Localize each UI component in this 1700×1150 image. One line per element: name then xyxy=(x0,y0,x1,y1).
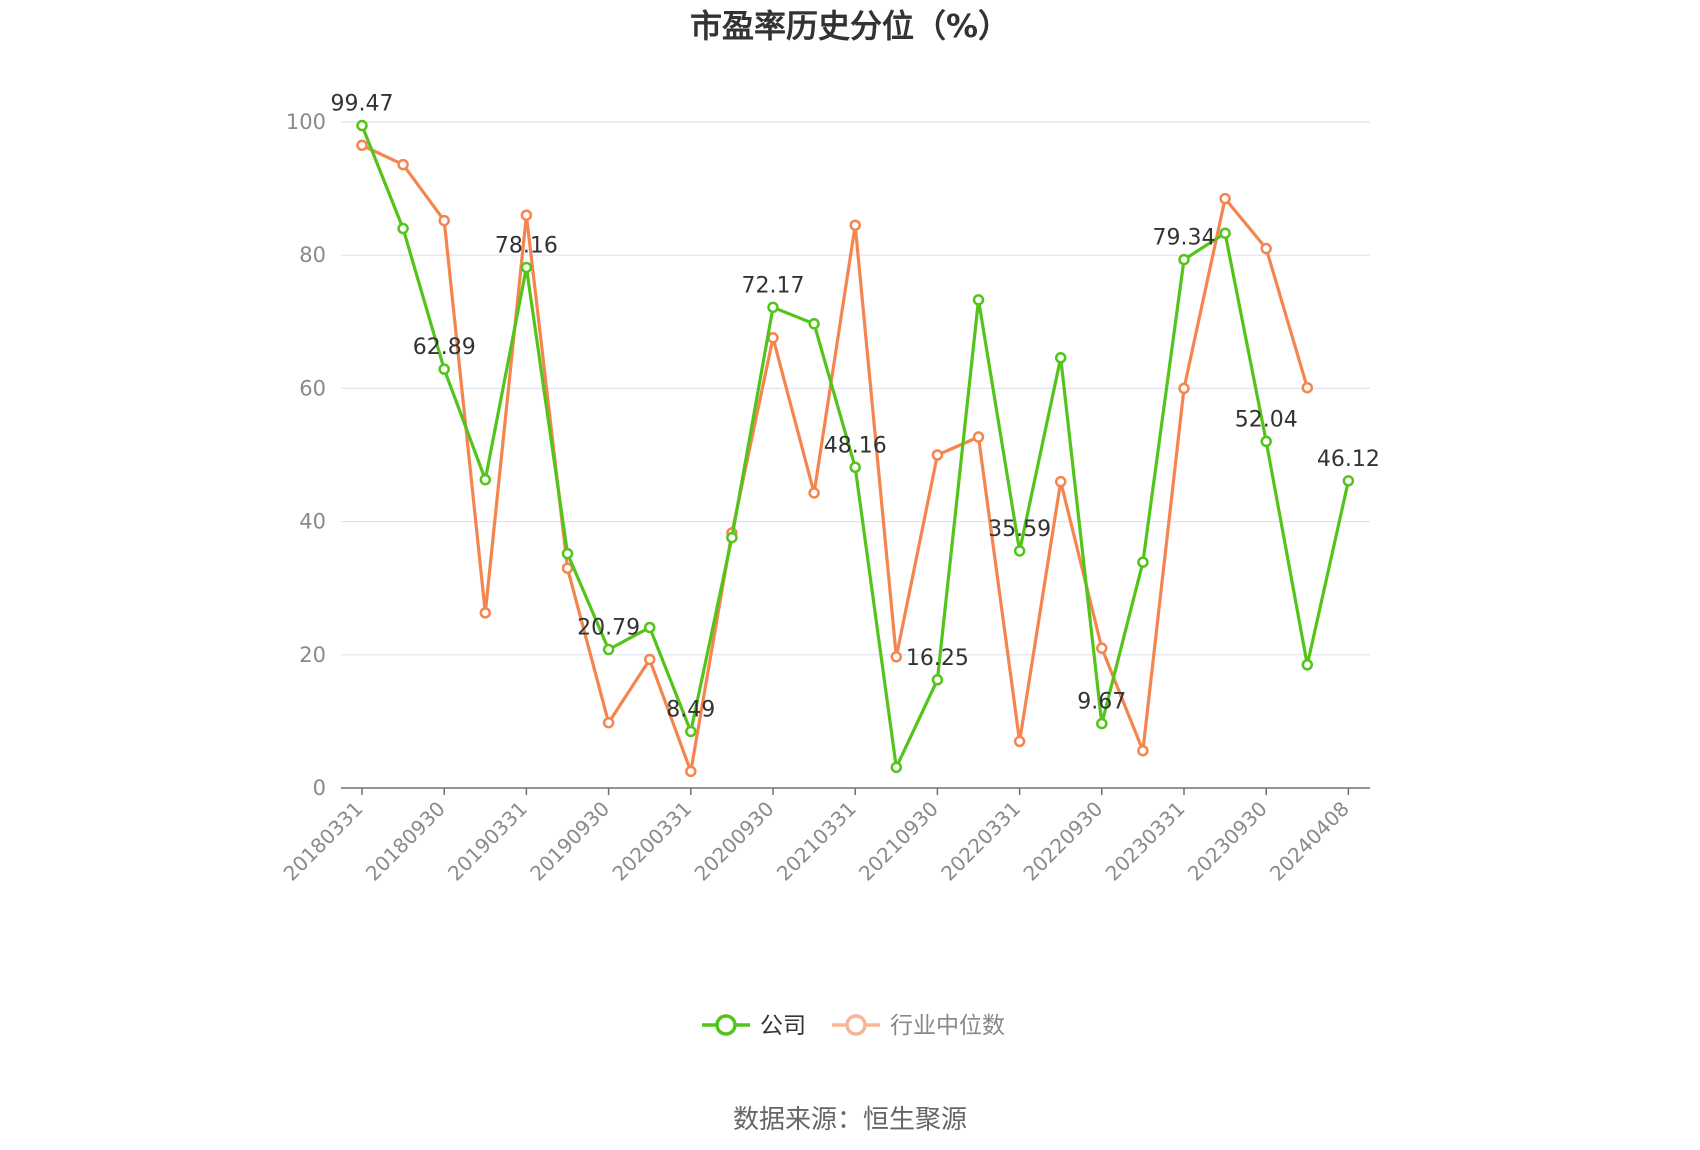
x-tick-label: 20180930 xyxy=(361,797,450,886)
data-point xyxy=(890,761,903,774)
data-point xyxy=(561,562,574,574)
data-point xyxy=(1137,744,1149,757)
data-point xyxy=(1178,253,1190,266)
legend-label: 公司 xyxy=(760,1013,806,1039)
data-point xyxy=(1301,381,1314,394)
data-point xyxy=(1219,192,1231,205)
legend-marker xyxy=(715,1014,737,1036)
data-label: 8.49 xyxy=(666,697,715,722)
data-label: 79.34 xyxy=(1153,226,1216,251)
data-point xyxy=(1301,659,1314,671)
data-point xyxy=(1137,556,1149,568)
data-point xyxy=(1342,475,1355,487)
data-point xyxy=(972,431,985,443)
x-tick-label: 20190930 xyxy=(525,797,614,886)
y-tick-label-20: 20 xyxy=(299,643,326,667)
x-tick-label: 20200331 xyxy=(607,797,696,886)
data-point xyxy=(520,209,533,221)
x-tick-label: 20190331 xyxy=(443,797,532,886)
data-point xyxy=(808,318,820,330)
data-label: 48.16 xyxy=(824,433,887,458)
y-tick-label-80: 80 xyxy=(299,243,326,267)
data-point xyxy=(1219,227,1231,239)
data-point xyxy=(397,158,409,171)
data-point xyxy=(726,531,738,544)
data-point xyxy=(1260,435,1272,448)
data-point xyxy=(808,487,820,499)
data-point xyxy=(1260,242,1272,255)
data-point xyxy=(972,294,985,306)
y-tick-label-40: 40 xyxy=(299,510,326,534)
data-point xyxy=(1096,642,1108,654)
data-point xyxy=(685,725,697,738)
x-tick-label: 20200930 xyxy=(690,797,779,886)
x-tick-label: 20220331 xyxy=(936,797,1025,886)
legend-marker xyxy=(845,1014,867,1036)
y-tick-label-60: 60 xyxy=(299,376,326,400)
x-tick-label: 20230331 xyxy=(1101,797,1190,886)
data-point xyxy=(1054,352,1067,364)
data-label: 20.79 xyxy=(577,616,640,641)
data-point xyxy=(356,139,368,152)
data-point xyxy=(438,214,450,227)
grid-lines xyxy=(341,121,1370,656)
y-tick-label-100: 100 xyxy=(286,110,326,134)
data-point xyxy=(643,653,656,666)
x-tick-label: 20210331 xyxy=(772,797,861,886)
y-axis: 0 20 40 60 80 100 xyxy=(286,110,326,800)
data-label: 35.59 xyxy=(988,517,1051,542)
data-label: 52.04 xyxy=(1235,407,1298,432)
data-point xyxy=(479,607,492,619)
data-point xyxy=(931,449,944,461)
legend-item-0[interactable]: 公司 xyxy=(702,1013,806,1039)
x-tick-label: 20240408 xyxy=(1265,797,1354,886)
data-point xyxy=(1178,382,1190,395)
data-point xyxy=(931,674,944,686)
data-source: 数据来源：恒生聚源 xyxy=(733,1105,967,1135)
data-label: 9.67 xyxy=(1077,690,1126,715)
series-line-1 xyxy=(361,143,1309,773)
data-point xyxy=(602,643,615,656)
legend[interactable]: 公司 行业中位数 xyxy=(702,1013,1005,1039)
data-label: 46.12 xyxy=(1317,447,1380,472)
data-point xyxy=(849,219,861,231)
data-point xyxy=(849,461,861,474)
y-tick-label-0: 0 xyxy=(313,776,326,800)
data-labels: 99.47 62.89 78.16 20.79 8.49 72.17 48.16 16.25 3… xyxy=(331,92,1380,723)
data-point xyxy=(397,222,409,235)
data-point xyxy=(1054,475,1067,488)
data-point xyxy=(438,363,450,375)
data-point xyxy=(561,547,574,560)
x-tick-label: 20210930 xyxy=(854,797,943,886)
legend-label: 行业中位数 xyxy=(890,1013,1005,1039)
data-point xyxy=(643,621,656,634)
x-tick-label: 20180331 xyxy=(279,797,368,886)
data-point xyxy=(767,301,779,314)
data-point xyxy=(520,261,533,274)
data-label: 62.89 xyxy=(413,335,476,360)
series-group xyxy=(356,119,1355,778)
data-point xyxy=(602,716,615,729)
data-point xyxy=(1013,545,1026,557)
data-point xyxy=(1096,717,1108,730)
data-point xyxy=(685,765,697,778)
x-tick-label: 20220930 xyxy=(1018,797,1107,886)
data-point xyxy=(767,332,779,344)
data-point xyxy=(356,119,368,132)
data-point xyxy=(479,473,492,486)
chart-title: 市盈率历史分位（%） xyxy=(690,7,1010,45)
data-label: 78.16 xyxy=(495,233,558,258)
data-point xyxy=(890,651,903,663)
x-axis: 2018033120180930201903312019093020200331… xyxy=(279,787,1370,886)
x-tick-label: 20230930 xyxy=(1183,797,1272,886)
data-label: 99.47 xyxy=(331,92,394,117)
legend-item-1[interactable]: 行业中位数 xyxy=(832,1013,1005,1039)
data-point xyxy=(1013,735,1026,748)
data-label: 72.17 xyxy=(742,273,805,298)
data-label: 16.25 xyxy=(906,646,969,671)
